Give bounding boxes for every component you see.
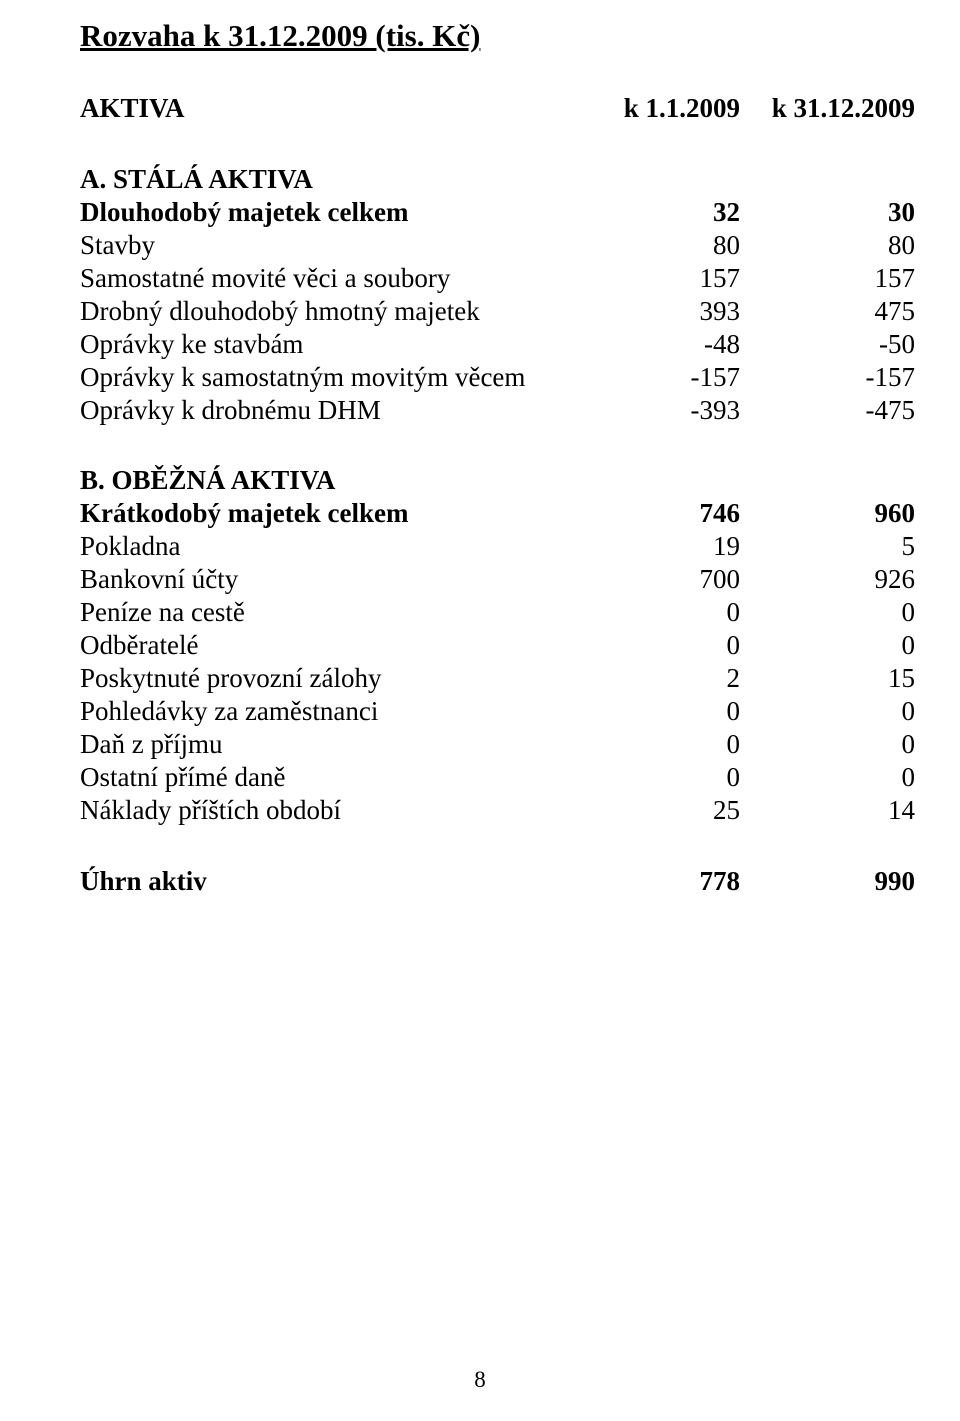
spacer <box>80 827 915 865</box>
table-row: Daň z příjmu 0 0 <box>80 728 915 761</box>
table-row: Oprávky ke stavbám -48 -50 <box>80 328 915 361</box>
row-value: 0 <box>580 761 740 794</box>
table-row: Pokladna 19 5 <box>80 530 915 563</box>
table-row: Krátkodobý majetek celkem 746 960 <box>80 497 915 530</box>
total-value: 990 <box>740 865 915 898</box>
row-value: 0 <box>740 695 915 728</box>
column-header-row: AKTIVA k 1.1.2009 k 31.12.2009 <box>80 92 915 125</box>
row-label: Daň z příjmu <box>80 728 580 761</box>
row-label: Samostatné movité věci a soubory <box>80 262 580 295</box>
row-label: Pohledávky za zaměstnanci <box>80 695 580 728</box>
row-label: Oprávky ke stavbám <box>80 328 580 361</box>
row-label: Pokladna <box>80 530 580 563</box>
row-value: -48 <box>580 328 740 361</box>
row-value: 157 <box>580 262 740 295</box>
section-a-heading: A. STÁLÁ AKTIVA <box>80 163 915 196</box>
row-label: Krátkodobý majetek celkem <box>80 497 580 530</box>
table-row: Peníze na cestě 0 0 <box>80 596 915 629</box>
row-value: 960 <box>740 497 915 530</box>
page: Rozvaha k 31.12.2009 (tis. Kč) AKTIVA k … <box>0 0 960 1421</box>
table-row: Samostatné movité věci a soubory 157 157 <box>80 262 915 295</box>
row-label: Ostatní přímé daně <box>80 761 580 794</box>
row-value: 80 <box>740 229 915 262</box>
row-label: Drobný dlouhodobý hmotný majetek <box>80 295 580 328</box>
row-value: 2 <box>580 662 740 695</box>
spacer <box>80 125 915 163</box>
row-value: 700 <box>580 563 740 596</box>
row-value: -393 <box>580 394 740 427</box>
table-row: Ostatní přímé daně 0 0 <box>80 761 915 794</box>
table-row: Oprávky k drobnému DHM -393 -475 <box>80 394 915 427</box>
row-label: Bankovní účty <box>80 563 580 596</box>
total-row: Úhrn aktiv 778 990 <box>80 865 915 898</box>
row-label: Oprávky k drobnému DHM <box>80 394 580 427</box>
col-date-end: k 31.12.2009 <box>740 92 915 125</box>
row-value: 80 <box>580 229 740 262</box>
row-value: 0 <box>580 596 740 629</box>
row-value: -157 <box>740 361 915 394</box>
table-row: Pohledávky za zaměstnanci 0 0 <box>80 695 915 728</box>
col-date-start: k 1.1.2009 <box>580 92 740 125</box>
row-value: -50 <box>740 328 915 361</box>
table-row: Bankovní účty 700 926 <box>80 563 915 596</box>
table-row: Dlouhodobý majetek celkem 32 30 <box>80 196 915 229</box>
table-row: Odběratelé 0 0 <box>80 629 915 662</box>
row-value: 0 <box>580 728 740 761</box>
row-label: Peníze na cestě <box>80 596 580 629</box>
row-label: Oprávky k samostatným movitým věcem <box>80 361 580 394</box>
row-value: 157 <box>740 262 915 295</box>
section-heading-label: A. STÁLÁ AKTIVA <box>80 163 580 196</box>
row-label: Dlouhodobý majetek celkem <box>80 196 580 229</box>
table-row: Náklady příštích období 25 14 <box>80 794 915 827</box>
aktiva-label: AKTIVA <box>80 92 580 125</box>
row-value: 746 <box>580 497 740 530</box>
page-number: 8 <box>0 1367 960 1393</box>
row-value: 14 <box>740 794 915 827</box>
section-heading-label: B. OBĚŽNÁ AKTIVA <box>80 464 580 497</box>
row-value: -157 <box>580 361 740 394</box>
table-row: Drobný dlouhodobý hmotný majetek 393 475 <box>80 295 915 328</box>
table-row: Stavby 80 80 <box>80 229 915 262</box>
total-value: 778 <box>580 865 740 898</box>
row-value: 0 <box>580 629 740 662</box>
row-value: 0 <box>740 728 915 761</box>
row-value: 0 <box>740 629 915 662</box>
row-value: 19 <box>580 530 740 563</box>
row-value: -475 <box>740 394 915 427</box>
row-value: 25 <box>580 794 740 827</box>
document-title: Rozvaha k 31.12.2009 (tis. Kč) <box>80 18 915 54</box>
row-value: 475 <box>740 295 915 328</box>
row-label: Stavby <box>80 229 580 262</box>
table-row: Oprávky k samostatným movitým věcem -157… <box>80 361 915 394</box>
row-value: 0 <box>740 761 915 794</box>
row-value: 0 <box>740 596 915 629</box>
row-value: 5 <box>740 530 915 563</box>
row-label: Poskytnuté provozní zálohy <box>80 662 580 695</box>
table-row: Poskytnuté provozní zálohy 2 15 <box>80 662 915 695</box>
row-value: 393 <box>580 295 740 328</box>
section-b-heading: B. OBĚŽNÁ AKTIVA <box>80 464 915 497</box>
row-label: Odběratelé <box>80 629 580 662</box>
total-label: Úhrn aktiv <box>80 865 580 898</box>
row-value: 15 <box>740 662 915 695</box>
row-value: 926 <box>740 563 915 596</box>
row-value: 0 <box>580 695 740 728</box>
row-value: 30 <box>740 196 915 229</box>
row-label: Náklady příštích období <box>80 794 580 827</box>
spacer <box>80 426 915 464</box>
row-value: 32 <box>580 196 740 229</box>
